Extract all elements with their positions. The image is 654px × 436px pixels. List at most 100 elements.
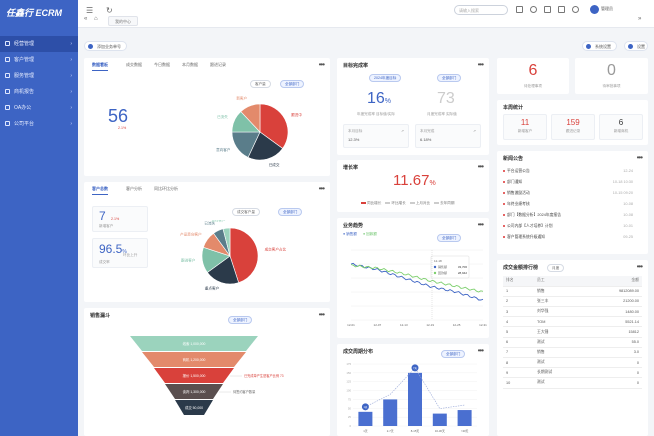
bar[interactable] [383,399,398,426]
more-icon[interactable]: ••• [477,60,484,69]
forward-icon[interactable]: » [638,16,642,22]
sidebar-item-4[interactable]: OA办公 › [0,100,78,116]
sidebar-item-label: 经营管理 [14,41,35,47]
funnel-stage[interactable] [154,368,234,383]
table-row[interactable]: 1 销售 9812089.00 [503,286,642,297]
settings-icon[interactable] [572,6,579,13]
message-icon[interactable] [530,6,537,13]
table-row[interactable]: 2 张三丰 21200.00 [503,296,642,308]
weekly-stat-2[interactable]: 6 新增商机 [599,114,643,140]
weekly-stat-1[interactable]: 159 跟进记录 [551,114,595,140]
pie-slice[interactable] [222,227,231,257]
funnel-stage[interactable] [130,336,258,351]
more-icon[interactable]: ••• [636,262,643,271]
home-icon[interactable]: ⌂ [94,16,98,22]
settings-button[interactable]: 设置 [624,41,648,51]
bar[interactable] [408,372,422,426]
more-icon[interactable]: ••• [477,162,484,171]
fullscreen-icon[interactable] [516,6,523,13]
tab-my-center[interactable]: 我的中心 [108,16,138,26]
tab-deal[interactable]: 成交数据 [126,62,142,67]
bar[interactable] [358,411,373,426]
department-select[interactable]: 全部部门 [278,208,303,216]
sidebar-item-2[interactable]: 服务管理 › [0,68,78,84]
funnel-stage[interactable] [165,384,223,399]
department-select[interactable]: 全部部门 [437,74,462,82]
user-name[interactable]: 管理员 [601,6,613,11]
sidebar-item-5[interactable]: 公司平台 › [0,116,78,132]
sidebar-item-0[interactable]: 经营管理 › [0,36,78,52]
more-icon[interactable]: ••• [318,60,325,69]
news-item[interactable]: 平台运营公告 12-24 [503,169,633,174]
add-order-button[interactable]: 添加业务单号 [84,41,127,51]
news-item[interactable]: 年终业绩考核 10-08 [503,202,633,207]
pending-card[interactable]: 6 待处理事项 [497,58,569,94]
metric-select[interactable]: 客户量 [250,80,271,88]
more-icon[interactable]: ••• [318,184,325,193]
sidebar-item-3[interactable]: 商机报告 › [0,84,78,100]
table-row[interactable]: 9 长期测试 0 [503,367,642,379]
table-row[interactable]: 3 刘华强 1480.00 [503,306,642,318]
sidebar-item-1[interactable]: 客户管理 › [0,52,78,68]
system-settings-button[interactable]: 系统设置 [582,41,617,51]
table-row[interactable]: 5 王大锤 15812 [503,326,642,338]
notification-icon[interactable] [544,6,551,13]
avatar[interactable] [590,5,599,14]
weekly-stat-0[interactable]: 11 新增客户 [503,114,547,140]
department-select[interactable]: 全部部门 [441,350,466,358]
growth-legend: 同比增长 环比增长 上月对比 去年同期 [361,200,459,206]
pie-label: 已流失 [217,114,228,119]
translate-icon[interactable] [558,6,565,13]
more-icon[interactable]: ••• [477,220,484,229]
menu-icon[interactable]: ☰ [86,6,94,15]
pie-slice[interactable] [240,103,261,133]
tab-overview[interactable]: 数据看板 [92,62,108,71]
more-icon[interactable]: ••• [477,346,484,355]
news-date: 09-25 [623,235,633,239]
funnel-annotation: 已完成单产生是客户比例 73 [244,373,284,378]
tab-yoy-analysis[interactable]: 同比环比分析 [154,186,178,191]
table-row[interactable]: 4 TOM 5521.14 [503,316,642,328]
pie-slice[interactable] [259,103,289,149]
department-select[interactable]: 全部部门 [437,234,462,242]
table-row[interactable]: 7 销售 3.0 [503,347,642,359]
tab-customer-total[interactable]: 客户总数 [92,186,108,195]
overview-number: 56 [108,106,129,126]
news-item[interactable]: 公司内部【人才培养】计划 10-01 [503,224,633,229]
department-select[interactable]: 全部部门 [280,80,305,88]
news-item[interactable]: 部门【数据分析】2024年度报告 10-08 [503,213,633,218]
department-select[interactable]: 全部部门 [228,316,253,324]
period-tag[interactable]: 月度 [547,264,565,272]
tab-followup[interactable]: 跟进记录 [210,62,226,67]
tab-customer-analysis[interactable]: 客户分析 [126,186,142,191]
news-item[interactable]: 销售激励活动 10-15 09:20 [503,191,633,196]
news-item[interactable]: 客户管理系统升级通知 09-25 [503,235,633,240]
growth-legend-item: 环比增长 [385,201,406,205]
more-icon[interactable]: ••• [636,153,643,162]
table-row[interactable]: 10 测试 0 [503,377,642,389]
tab-month[interactable]: 本月数据 [182,62,198,67]
bar[interactable] [457,410,472,426]
more-icon[interactable]: ••• [318,310,325,319]
search-input[interactable]: 请输入搜索 [454,5,508,15]
gear-icon [628,44,633,49]
chevron-right-icon: › [70,105,72,111]
funnel-stage[interactable] [175,400,213,415]
approval-card[interactable]: 0 待审批事项 [575,58,648,94]
x-tick-label: 12-01 [347,323,355,327]
pie-slice[interactable] [229,227,259,284]
table-row[interactable]: 8 测试 0 [503,357,642,369]
target-year-select[interactable]: 2024年度目标 [369,74,402,82]
refresh-icon[interactable]: ↻ [106,6,113,15]
bar[interactable] [432,413,447,426]
x-tick-label: 16-30天 [435,429,445,433]
news-item[interactable]: 部门通知 10-18 10:30 [503,180,633,185]
stat-number: 6 [618,118,624,127]
target-title: 目标完成率 [343,63,369,69]
metric-select[interactable]: 成交客户量 [232,208,260,216]
tab-today[interactable]: 今日数据 [154,62,170,67]
table-row[interactable]: 6 测试 55.0 [503,337,642,348]
funnel-stage[interactable] [142,352,246,367]
back-icon[interactable]: « [84,16,88,22]
